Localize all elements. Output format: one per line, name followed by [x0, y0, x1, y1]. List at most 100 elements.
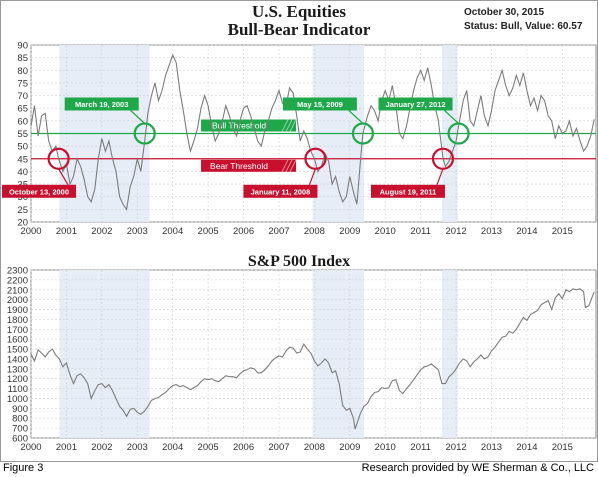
bb-x-tick-label: 2004	[162, 226, 183, 237]
bb-x-tick-label: 2010	[375, 226, 396, 237]
bear-callout-label: August 19, 2011	[380, 187, 437, 196]
sp-y-tick-label: 2300	[7, 266, 28, 277]
bb-y-tick-label: 60	[17, 116, 28, 127]
sp-y-tick-label: 1900	[7, 305, 28, 316]
bb-y-tick-label: 40	[17, 167, 28, 178]
credit-line: Research provided by WE Sherman & Co., L…	[361, 462, 594, 474]
bb-x-tick-label: 2013	[481, 226, 502, 237]
sp-x-tick-label: 2014	[516, 442, 537, 453]
bb-x-tick-label: 2008	[304, 226, 325, 237]
sp-y-tick-label: 1300	[7, 364, 28, 375]
bb-x-tick-label: 2001	[56, 226, 77, 237]
bb-y-tick-label: 70	[17, 91, 28, 102]
sp-y-tick-label: 900	[12, 404, 28, 415]
bb-x-tick-label: 2014	[516, 226, 537, 237]
bb-x-tick-label: 2005	[198, 226, 219, 237]
bull-callout-leader	[130, 110, 146, 124]
sp-x-tick-label: 2002	[91, 442, 112, 453]
threshold-hatch	[289, 119, 297, 132]
bear-callout-leader	[436, 168, 444, 185]
sp-y-tick-label: 1800	[7, 315, 28, 326]
bear-callout-box	[243, 184, 318, 198]
bb-x-tick-label: 2007	[268, 226, 289, 237]
sp500-title: S&P 500 Index	[247, 253, 351, 270]
sp-x-tick-label: 2003	[127, 442, 148, 453]
sp-y-tick-label: 2200	[7, 275, 28, 286]
bear-callout-leader	[58, 168, 69, 186]
threshold-hatch	[281, 119, 289, 132]
sp-y-tick-label: 1000	[7, 394, 28, 405]
bb-y-tick-label: 80	[17, 66, 28, 77]
sp-x-tick-label: 2011	[410, 442, 430, 453]
bb-series-line	[30, 53, 595, 211]
bb-y-tick-label: 20	[17, 218, 28, 229]
bb-x-tick-label: 2003	[127, 226, 148, 237]
threshold-hatch	[289, 159, 297, 173]
status-readout: Status: Bull, Value: 60.57	[464, 21, 583, 32]
bb-x-tick-label: 2009	[339, 226, 360, 237]
bull-callout-box	[282, 97, 357, 111]
threshold-hatch	[285, 119, 293, 132]
sp-x-tick-label: 2006	[233, 442, 254, 453]
bear-threshold-label: Bear Threshold	[210, 161, 268, 171]
sp-y-tick-label: 2000	[7, 295, 28, 306]
sp-x-tick-label: 2007	[268, 442, 289, 453]
sp-panel: 6007008009001000110012001300140015001600…	[7, 266, 597, 453]
report-date: October 30, 2015	[464, 7, 545, 18]
threshold-hatch	[285, 159, 293, 173]
bear-callout-box	[2, 184, 76, 198]
threshold-hatch	[281, 159, 289, 173]
bb-y-tick-label: 55	[17, 129, 28, 140]
bb-x-tick-label: 2015	[552, 226, 573, 237]
bull-callout-box	[378, 97, 453, 111]
chart-subtitle: Bull-Bear Indicator	[227, 20, 371, 39]
sp-y-tick-label: 800	[12, 414, 28, 425]
chart-title: U.S. Equities	[252, 2, 346, 21]
bb-x-tick-label: 2012	[446, 226, 467, 237]
sp-shaded-range	[312, 270, 364, 438]
sp-y-tick-label: 2100	[7, 285, 28, 296]
bb-y-tick-label: 90	[17, 41, 28, 52]
sp-x-tick-label: 2001	[56, 442, 77, 453]
bear-callout-leader	[308, 168, 317, 185]
bb-y-tick-label: 50	[17, 142, 28, 153]
bb-y-tick-label: 65	[17, 104, 28, 115]
bear-callout-box	[370, 184, 445, 198]
sp-series-line	[30, 288, 595, 430]
bb-x-tick-label: 2002	[91, 226, 112, 237]
figure-label: Figure 3	[3, 462, 44, 474]
sp-y-tick-label: 1700	[7, 325, 28, 336]
sp-y-tick-label: 1400	[7, 354, 28, 365]
sp-shaded-range	[441, 270, 458, 438]
bear-callout-label: January 11, 2008	[251, 187, 311, 196]
sp-x-tick-label: 2013	[481, 442, 502, 453]
sp-y-tick-label: 1500	[7, 345, 28, 356]
bull-callout-box	[64, 97, 139, 111]
sp-x-tick-label: 2000	[20, 442, 41, 453]
bull-threshold-box	[201, 119, 297, 132]
bb-x-tick-label: 2011	[410, 226, 430, 237]
bb-y-tick-label: 75	[17, 78, 28, 89]
bb-x-tick-label: 2000	[20, 226, 41, 237]
sp-x-tick-label: 2009	[339, 442, 360, 453]
sp-y-tick-label: 1100	[8, 384, 28, 395]
sp-x-tick-label: 2015	[552, 442, 573, 453]
sp-y-tick-label: 600	[12, 434, 28, 445]
sp-shaded-range	[59, 270, 150, 438]
sp-x-tick-label: 2010	[375, 442, 396, 453]
bb-y-tick-label: 85	[17, 53, 28, 64]
sp-x-tick-label: 2008	[304, 442, 325, 453]
bull-callout-leader	[348, 110, 364, 124]
bull-callout-label: January 27, 2012	[386, 100, 446, 109]
sp-y-tick-label: 1200	[7, 374, 28, 385]
sp-y-tick-label: 1600	[7, 335, 28, 346]
bb-x-tick-label: 2006	[233, 226, 254, 237]
bb-panel: 2025303540455055606570758085902000200120…	[2, 41, 597, 237]
bb-y-tick-label: 45	[17, 154, 28, 165]
bull-callout-leader	[444, 110, 459, 124]
bull-callout-label: May 15, 2009	[297, 100, 343, 109]
bb-y-tick-label: 25	[17, 205, 28, 216]
sp-x-tick-label: 2012	[446, 442, 467, 453]
sp-x-tick-label: 2005	[198, 442, 219, 453]
